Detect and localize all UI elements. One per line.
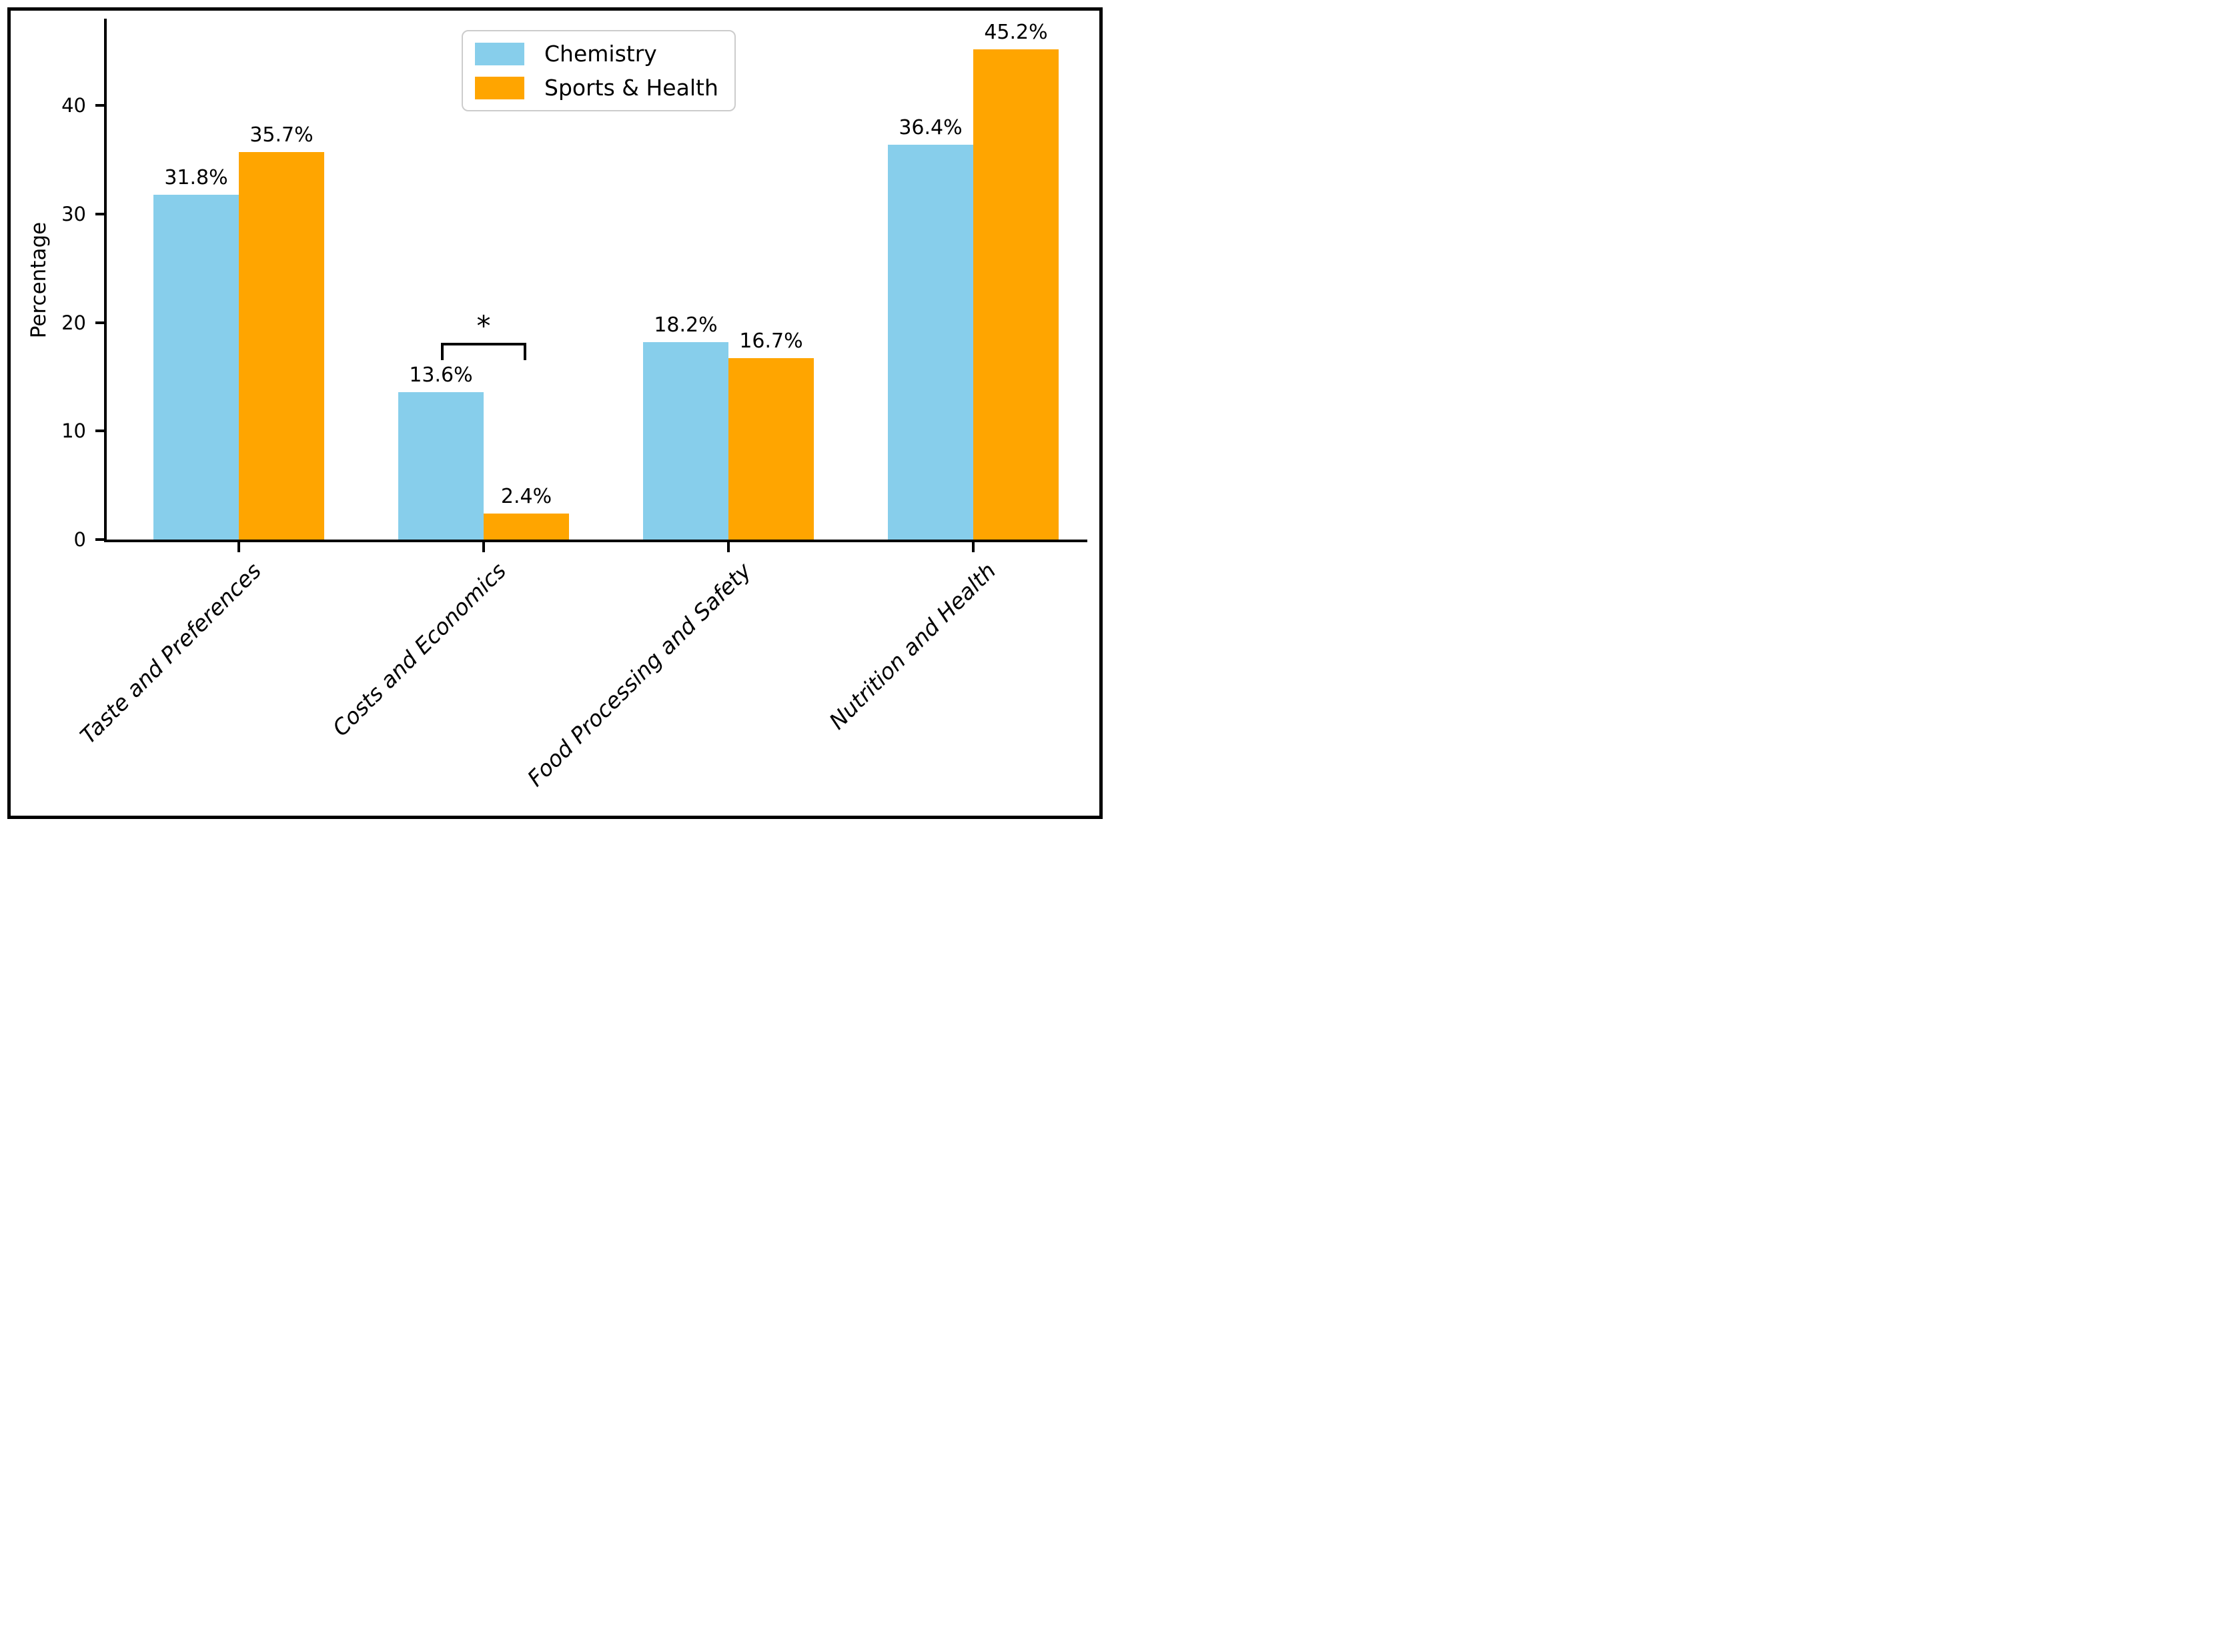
bar-value-label: 13.6%	[409, 363, 473, 387]
bar-chemistry-2	[643, 341, 728, 540]
y-tick-label: 20	[61, 311, 86, 334]
x-category-label: Food Processing and Safety	[522, 558, 756, 792]
legend-label: Chemistry	[544, 41, 657, 67]
significance-asterisk: *	[476, 309, 491, 342]
bar-chemistry-3	[888, 144, 973, 540]
y-tick	[95, 538, 104, 541]
bar-chart: Percentage Chemistry Sports & Health 0 10 2…	[0, 0, 1110, 826]
significance-bracket	[441, 343, 526, 360]
bar-sports-health-3	[973, 49, 1059, 540]
y-tick	[95, 212, 104, 215]
legend-box: Chemistry Sports & Health	[462, 30, 736, 111]
bar-value-label: 35.7%	[249, 123, 314, 147]
y-tick-label: 10	[61, 420, 86, 443]
bar-value-label: 16.7%	[739, 329, 803, 353]
bar-value-label: 2.4%	[500, 484, 552, 508]
x-category-label: Taste and Preferences	[75, 558, 267, 749]
bar-value-label: 45.2%	[984, 20, 1048, 44]
bar-value-label: 18.2%	[654, 313, 718, 337]
legend-swatch	[475, 76, 524, 99]
x-tick	[972, 542, 975, 552]
x-category-label: Nutrition and Health	[824, 558, 1001, 735]
figure-canvas: Percentage Chemistry Sports & Health 0 10 2…	[0, 0, 1110, 826]
y-tick	[95, 430, 104, 433]
bar-chemistry-0	[153, 194, 239, 540]
legend-label: Sports & Health	[544, 75, 718, 101]
bar-sports-health-0	[239, 152, 324, 540]
x-tick	[727, 542, 730, 552]
bar-sports-health-1	[484, 513, 569, 540]
y-tick	[95, 104, 104, 107]
y-tick-label: 40	[61, 94, 86, 117]
x-tick	[482, 542, 485, 552]
bar-value-label: 36.4%	[899, 115, 963, 139]
legend-item: Sports & Health	[475, 75, 718, 101]
bar-chemistry-1	[398, 391, 484, 540]
bar-value-label: 31.8%	[164, 165, 228, 189]
y-axis-line	[104, 19, 107, 542]
x-axis-line	[104, 540, 1087, 542]
bar-sports-health-2	[728, 358, 814, 540]
y-tick-label: 30	[61, 202, 86, 225]
x-tick	[237, 542, 240, 552]
legend-swatch	[475, 42, 524, 65]
y-tick-label: 0	[73, 528, 86, 551]
x-category-label: Costs and Economics	[328, 558, 512, 742]
y-tick	[95, 321, 104, 324]
legend-item: Chemistry	[475, 41, 718, 67]
